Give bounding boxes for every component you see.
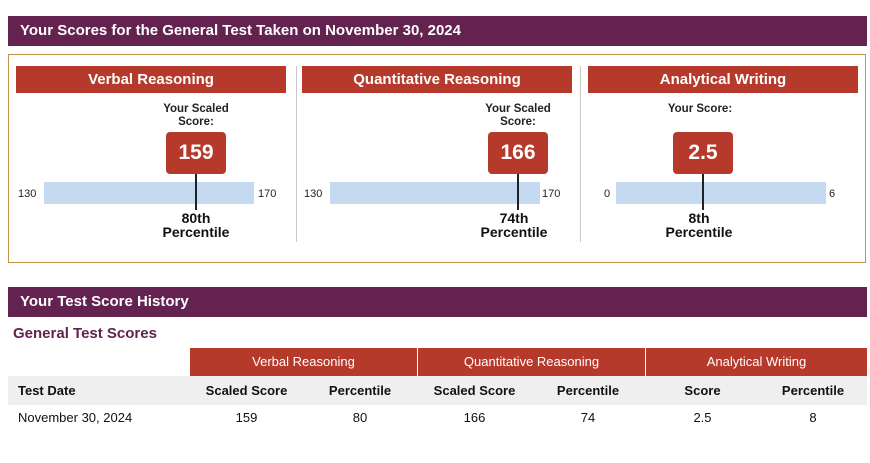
writing-score-badge: 2.5 bbox=[673, 132, 733, 174]
writing-caption: Your Score: bbox=[667, 103, 733, 115]
score-summary-box bbox=[8, 54, 866, 263]
group-header-writing: Analytical Writing bbox=[646, 348, 867, 376]
row-verbal-scaled: 159 bbox=[235, 410, 258, 425]
col-writing-score: Score bbox=[684, 383, 721, 398]
verbal-caption: Your Scaled Score: bbox=[163, 103, 229, 128]
quant-panel: Quantitative Reasoning Your Scaled Score… bbox=[302, 66, 572, 242]
verbal-score-badge: 159 bbox=[166, 132, 226, 174]
row-quant-percentile: 74 bbox=[580, 410, 596, 425]
writing-scale-bar bbox=[616, 182, 826, 204]
quant-panel-title: Quantitative Reasoning bbox=[302, 66, 572, 93]
col-verbal-scaled: Scaled Score bbox=[205, 383, 288, 398]
panel-divider bbox=[296, 66, 297, 242]
quant-score-needle bbox=[517, 174, 519, 210]
verbal-scale-min: 130 bbox=[18, 188, 37, 200]
verbal-scale-max: 170 bbox=[258, 188, 277, 200]
group-header-verbal: Verbal Reasoning bbox=[190, 348, 417, 376]
scores-header: Your Scores for the General Test Taken o… bbox=[8, 16, 867, 46]
row-quant-scaled: 166 bbox=[463, 410, 486, 425]
writing-percentile: 8th Percentile bbox=[649, 211, 749, 239]
col-verbal-percentile: Percentile bbox=[328, 383, 392, 398]
group-header-quant: Quantitative Reasoning bbox=[418, 348, 645, 376]
row-test-date: November 30, 2024 bbox=[18, 410, 133, 425]
row-writing-score: 2.5 bbox=[693, 410, 712, 425]
writing-percentile-number: 8th bbox=[688, 210, 710, 226]
writing-scale-min: 0 bbox=[604, 188, 611, 200]
col-quant-scaled: Scaled Score bbox=[433, 383, 516, 398]
quant-percentile-word: Percentile bbox=[480, 224, 548, 240]
quant-score-badge: 166 bbox=[488, 132, 548, 174]
col-test-date: Test Date bbox=[18, 383, 76, 398]
verbal-panel-title: Verbal Reasoning bbox=[16, 66, 286, 93]
row-writing-percentile: 8 bbox=[809, 410, 817, 425]
col-quant-percentile: Percentile bbox=[556, 383, 620, 398]
writing-percentile-word: Percentile bbox=[665, 224, 733, 240]
quant-scale-min: 130 bbox=[304, 188, 323, 200]
column-header-row bbox=[8, 376, 867, 405]
col-writing-percentile: Percentile bbox=[781, 383, 845, 398]
quant-scale-max: 170 bbox=[542, 188, 561, 200]
verbal-percentile-number: 80th bbox=[181, 210, 211, 226]
writing-score-needle bbox=[702, 174, 704, 210]
writing-panel: Analytical Writing Your Score: 2.5 0 6 8… bbox=[588, 66, 858, 242]
verbal-percentile-word: Percentile bbox=[162, 224, 230, 240]
quant-percentile-number: 74th bbox=[499, 210, 529, 226]
quant-scale-bar bbox=[330, 182, 540, 204]
panel-divider bbox=[580, 66, 581, 242]
history-header: Your Test Score History bbox=[8, 287, 867, 317]
verbal-panel: Verbal Reasoning Your Scaled Score: 159 … bbox=[16, 66, 286, 242]
verbal-score-needle bbox=[195, 174, 197, 210]
row-verbal-percentile: 80 bbox=[352, 410, 368, 425]
history-subtitle: General Test Scores bbox=[13, 325, 157, 342]
quant-caption: Your Scaled Score: bbox=[485, 103, 551, 128]
writing-scale-max: 6 bbox=[829, 188, 836, 200]
writing-panel-title: Analytical Writing bbox=[588, 66, 858, 93]
verbal-scale-bar bbox=[44, 182, 254, 204]
verbal-percentile: 80th Percentile bbox=[146, 211, 246, 239]
quant-percentile: 74th Percentile bbox=[464, 211, 564, 239]
